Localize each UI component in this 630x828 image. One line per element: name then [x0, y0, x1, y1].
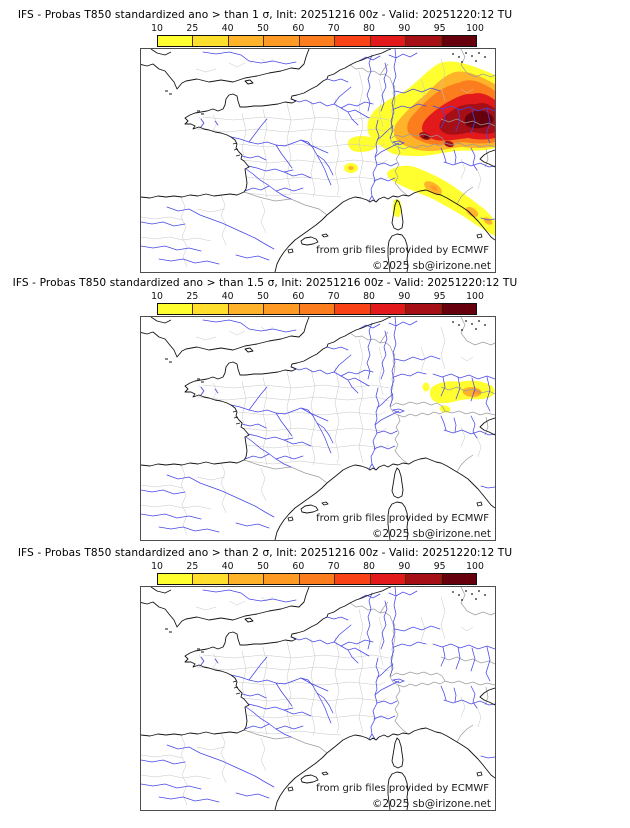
- colorbar-segment: [406, 574, 442, 584]
- colorbar-tick: 40: [221, 23, 234, 34]
- colorbar-segment: [158, 304, 194, 314]
- colorbar-tick: 70: [327, 23, 340, 34]
- colorbar: [157, 35, 477, 47]
- colorbar-segment: [193, 574, 229, 584]
- colorbar-tick: 50: [257, 291, 269, 302]
- colorbar-tick: 10: [151, 23, 163, 34]
- credit-ecmwf: from grib files provided by ECMWF: [316, 513, 489, 524]
- credit-ecmwf: from grib files provided by ECMWF: [316, 245, 489, 256]
- panel-sigma-1-5: IFS - Probas T850 standardized ano > tha…: [0, 268, 630, 541]
- colorbar-segment: [441, 574, 476, 584]
- map-france: from grib files provided by ECMWF ©2025 …: [140, 48, 496, 273]
- colorbar-tick: 10: [151, 561, 163, 572]
- colorbar-segment: [228, 574, 265, 584]
- colorbar-segment: [264, 36, 300, 46]
- probability-overlay: [344, 61, 495, 236]
- colorbar-tick: 40: [221, 561, 234, 572]
- colorbar-segment: [441, 304, 476, 314]
- colorbar-tick: 90: [398, 291, 411, 302]
- colorbar-segment: [370, 36, 407, 46]
- colorbar-segment: [264, 304, 300, 314]
- colorbar-tick: 80: [363, 23, 375, 34]
- colorbar-tick: 50: [257, 23, 269, 34]
- colorbar-segment: [335, 36, 371, 46]
- colorbar-tick: 60: [292, 561, 305, 572]
- panel-title: IFS - Probas T850 standardized ano > tha…: [12, 277, 518, 289]
- map-svg: from grib files provided by ECMWF ©2025 …: [141, 317, 495, 540]
- colorbar-segment: [406, 36, 442, 46]
- colorbar: [157, 303, 477, 315]
- colorbar-tick: 60: [292, 291, 305, 302]
- probability-overlay: [422, 380, 495, 413]
- colorbar-tick: 95: [433, 291, 446, 302]
- colorbar-tick: 80: [363, 291, 375, 302]
- colorbar-segment: [299, 304, 336, 314]
- map-svg: from grib files provided by ECMWF ©2025 …: [141, 49, 495, 272]
- colorbar-segment: [264, 574, 300, 584]
- panel-sigma-2: IFS - Probas T850 standardized ano > tha…: [0, 538, 630, 811]
- colorbar-tick: 25: [186, 23, 199, 34]
- colorbar-segment: [370, 304, 407, 314]
- credit-ecmwf: from grib files provided by ECMWF: [316, 783, 489, 794]
- colorbar-tick: 25: [186, 291, 199, 302]
- panel-sigma-1: IFS - Probas T850 standardized ano > tha…: [0, 0, 630, 273]
- colorbar-tick-labels: 10 25 40 50 60 70 80 90 95 100: [151, 291, 484, 302]
- colorbar-tick: 60: [292, 23, 305, 34]
- colorbar-tick: 40: [221, 291, 234, 302]
- colorbar-tick: 80: [363, 561, 375, 572]
- credit-copyright: ©2025 sb@irizone.net: [372, 260, 491, 272]
- colorbar-segment: [441, 36, 476, 46]
- colorbar-tick: 10: [151, 291, 163, 302]
- colorbar-tick: 70: [327, 561, 340, 572]
- map-france: from grib files provided by ECMWF ©2025 …: [140, 586, 496, 811]
- panel-title: IFS - Probas T850 standardized ano > tha…: [17, 547, 513, 559]
- colorbar-tick: 100: [466, 291, 484, 302]
- colorbar-tick-labels: 10 25 40 50 60 70 80 90 95 100: [151, 23, 484, 34]
- colorbar-tick: 25: [186, 561, 199, 572]
- colorbar-segment: [335, 574, 371, 584]
- colorbar-segment: [193, 36, 229, 46]
- map-svg: from grib files provided by ECMWF ©2025 …: [141, 587, 495, 810]
- panel-title: IFS - Probas T850 standardized ano > tha…: [17, 9, 513, 21]
- colorbar-segment: [158, 36, 194, 46]
- colorbar-segment: [158, 574, 194, 584]
- map-france: from grib files provided by ECMWF ©2025 …: [140, 316, 496, 541]
- colorbar-segment: [228, 36, 265, 46]
- colorbar-tick: 100: [466, 561, 484, 572]
- colorbar-tick: 90: [398, 561, 411, 572]
- credit-copyright: ©2025 sb@irizone.net: [372, 528, 491, 540]
- credit-copyright: ©2025 sb@irizone.net: [372, 798, 491, 810]
- colorbar-tick: 90: [398, 23, 411, 34]
- colorbar-tick: 50: [257, 561, 269, 572]
- colorbar-segment: [193, 304, 229, 314]
- colorbar-segment: [228, 304, 265, 314]
- colorbar-tick: 95: [433, 23, 446, 34]
- colorbar-segment: [406, 304, 442, 314]
- colorbar-tick: 95: [433, 561, 446, 572]
- colorbar-tick-labels: 10 25 40 50 60 70 80 90 95 100: [151, 561, 484, 572]
- colorbar-segment: [370, 574, 407, 584]
- colorbar-segment: [299, 574, 336, 584]
- colorbar-tick: 70: [327, 291, 340, 302]
- colorbar-segment: [335, 304, 371, 314]
- colorbar-segment: [299, 36, 336, 46]
- colorbar-tick: 100: [466, 23, 484, 34]
- colorbar: [157, 573, 477, 585]
